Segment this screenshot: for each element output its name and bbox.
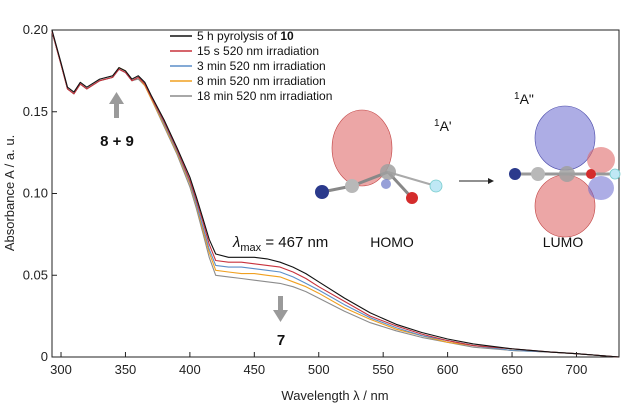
homo-label: HOMO xyxy=(370,234,414,250)
homo-small-lobe xyxy=(381,179,391,189)
legend-entry-text: 8 min 520 nm irradiation xyxy=(197,74,326,88)
lambda-max-subscript: max xyxy=(240,242,261,254)
y-axis-label: Absorbance A / a. u. xyxy=(2,135,17,251)
homo-lobe xyxy=(331,109,393,187)
decrease-arrow xyxy=(273,296,288,322)
lumo-state-label: 1A" xyxy=(514,91,534,107)
increase-arrow-shaft xyxy=(114,104,119,118)
series-line xyxy=(51,29,620,358)
homo-atom-h xyxy=(429,179,443,193)
series-line xyxy=(51,31,620,358)
increase-label: 8 + 9 xyxy=(100,133,134,150)
legend-entry-text: 5 h pyrolysis of xyxy=(197,29,280,43)
decrease-arrow-shaft xyxy=(278,296,283,310)
lumo-atom-c1 xyxy=(531,167,545,181)
homo-state-label: 1A' xyxy=(434,118,452,134)
homo-bond-4 xyxy=(387,171,437,187)
legend-entry: 3 min 520 nm irradiation xyxy=(197,59,326,73)
transition-arrow xyxy=(459,178,494,184)
spectra-series xyxy=(51,29,620,358)
lumo-atom-h xyxy=(609,168,621,180)
legend-entry-text: 15 s 520 nm irradiation xyxy=(197,44,319,58)
x-axis-label: Wavelength λ / nm xyxy=(281,388,388,403)
lambda-max-symbol: λ xyxy=(232,234,240,251)
lumo-orbital-illustration xyxy=(509,105,621,238)
homo-state: A' xyxy=(440,118,452,134)
lambda-max-value: = 467 nm xyxy=(261,234,328,251)
x-tick-label: 650 xyxy=(501,362,523,377)
y-tick-label: 0.15 xyxy=(23,104,48,119)
x-tick-label: 400 xyxy=(179,362,201,377)
y-tick-label: 0.10 xyxy=(23,186,48,201)
lumo-atom-n xyxy=(509,168,521,180)
series-line xyxy=(51,31,620,358)
x-tick-label: 300 xyxy=(50,362,72,377)
decrease-label: 7 xyxy=(277,332,285,349)
y-axis-ticks: 0 0.05 0.10 0.15 0.20 xyxy=(23,22,57,364)
lumo-side-lobe-top xyxy=(587,147,615,173)
legend-entry: 5 h pyrolysis of 10 xyxy=(197,29,294,43)
y-tick-label: 0.20 xyxy=(23,22,48,37)
x-axis-ticks: 300 350 400 450 500 550 600 650 700 xyxy=(50,352,587,377)
increase-arrow-head xyxy=(109,92,124,104)
legend-entry: 8 min 520 nm irradiation xyxy=(197,74,326,88)
x-tick-label: 350 xyxy=(115,362,137,377)
x-tick-label: 500 xyxy=(308,362,330,377)
x-tick-label: 600 xyxy=(437,362,459,377)
lumo-side-lobe-bottom xyxy=(588,176,614,200)
lumo-state-sup: 1 xyxy=(514,91,520,102)
decrease-arrow-head xyxy=(273,310,288,322)
homo-atom-c1 xyxy=(345,179,359,193)
homo-atom-n xyxy=(315,185,329,199)
legend-entry: 18 min 520 nm irradiation xyxy=(197,89,332,103)
lumo-atom-o xyxy=(586,169,596,179)
y-tick-label: 0 xyxy=(41,349,48,364)
increase-arrow xyxy=(109,92,124,118)
homo-orbital-illustration xyxy=(315,109,443,204)
lumo-atom-c2 xyxy=(559,166,575,182)
lumo-label: LUMO xyxy=(543,234,584,250)
x-tick-label: 450 xyxy=(243,362,265,377)
lambda-max-label: λmax = 467 nm xyxy=(232,234,328,254)
transition-arrow-head xyxy=(488,178,494,184)
x-tick-label: 550 xyxy=(372,362,394,377)
legend-entry-text: 3 min 520 nm irradiation xyxy=(197,59,326,73)
lumo-state: A" xyxy=(520,91,534,107)
homo-atom-o xyxy=(406,192,418,204)
homo-state-sup: 1 xyxy=(434,118,440,129)
lumo-lobe-top xyxy=(534,105,596,171)
legend-entry: 15 s 520 nm irradiation xyxy=(197,44,319,58)
series-line xyxy=(51,31,620,358)
legend-entry-bold: 10 xyxy=(280,29,294,43)
x-tick-label: 700 xyxy=(566,362,588,377)
y-tick-label: 0.05 xyxy=(23,267,48,282)
lumo-lobe-bottom xyxy=(534,174,596,238)
homo-atom-c2 xyxy=(380,164,396,180)
legend-entry-text: 18 min 520 nm irradiation xyxy=(197,89,332,103)
series-line xyxy=(51,31,620,358)
